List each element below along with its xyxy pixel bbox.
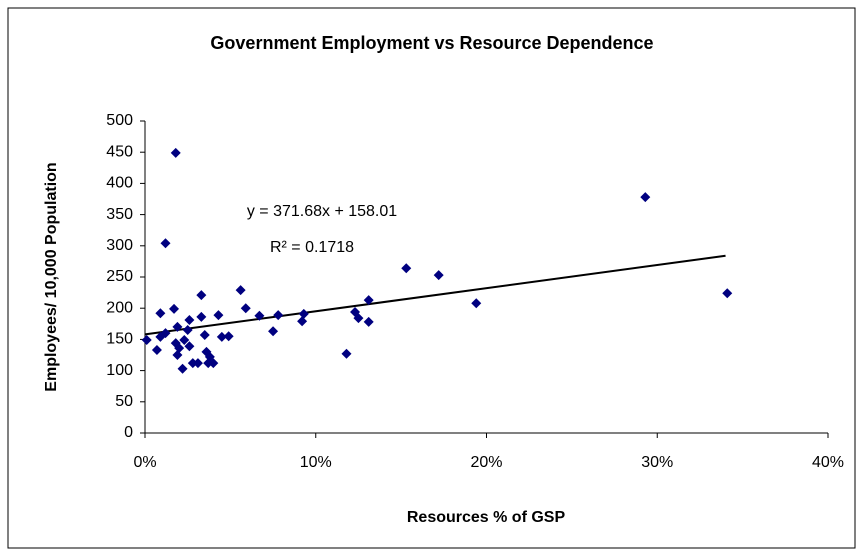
point — [240, 303, 251, 314]
x-tick-label: 20% — [470, 454, 502, 471]
y-tick-label: 250 — [106, 268, 133, 285]
trend-equation: y = 371.68x + 158.01 — [247, 203, 397, 220]
x-tick-label: 10% — [300, 454, 332, 471]
y-tick-label: 300 — [106, 237, 133, 254]
trendline — [144, 254, 726, 336]
x-tick-label: 30% — [641, 454, 673, 471]
point — [177, 363, 188, 374]
point — [169, 303, 180, 314]
point — [223, 331, 234, 342]
point — [184, 315, 195, 326]
y-tick-label: 350 — [106, 206, 133, 223]
point — [187, 358, 198, 369]
point — [298, 308, 309, 319]
point — [160, 328, 171, 339]
point — [235, 285, 246, 296]
point — [213, 310, 224, 321]
point — [640, 192, 651, 203]
y-tick-label: 50 — [115, 393, 133, 410]
point — [151, 345, 162, 356]
point — [353, 313, 364, 324]
point — [182, 325, 193, 336]
chart-title: Government Employment vs Resource Depend… — [210, 33, 653, 53]
point — [254, 310, 265, 321]
point — [208, 358, 219, 369]
y-tick-label: 200 — [106, 299, 133, 316]
point — [363, 295, 374, 306]
y-tick-label: 400 — [106, 175, 133, 192]
point — [341, 348, 352, 359]
chart-border — [7, 7, 856, 549]
point — [170, 147, 181, 158]
y-axis-label: Employees/ 10,000 Population — [43, 162, 60, 391]
x-tick-label: 40% — [812, 454, 844, 471]
point — [192, 358, 203, 369]
point — [471, 298, 482, 309]
point — [172, 350, 183, 360]
point — [179, 335, 190, 346]
point — [273, 310, 284, 321]
y-tick-label: 100 — [106, 362, 133, 379]
point — [433, 270, 444, 281]
point — [196, 311, 207, 322]
point — [141, 335, 152, 346]
point — [196, 290, 207, 301]
x-tick-label: 0% — [133, 454, 156, 471]
point — [722, 288, 733, 299]
y-tick-label: 0 — [124, 424, 133, 441]
point — [401, 263, 412, 274]
y-tick-label: 500 — [106, 112, 133, 129]
x-axis-label: Resources % of GSP — [407, 509, 566, 526]
point — [172, 321, 183, 332]
point — [199, 330, 210, 341]
point — [174, 343, 185, 354]
point — [155, 308, 166, 319]
point — [160, 238, 171, 249]
point — [216, 331, 227, 342]
y-tick-label: 450 — [106, 143, 133, 160]
point — [363, 316, 374, 327]
point — [184, 341, 195, 352]
point — [297, 316, 308, 327]
y-tick-label: 150 — [106, 331, 133, 348]
point — [268, 326, 279, 337]
r-squared: R² = 0.1718 — [270, 239, 354, 256]
